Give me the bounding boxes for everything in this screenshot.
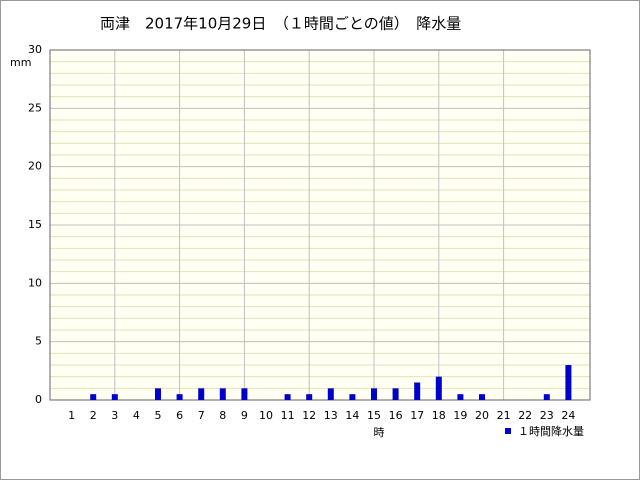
legend-label: １時間降水量	[518, 424, 584, 438]
bar	[327, 388, 334, 400]
y-tick-label: 10	[28, 276, 42, 289]
bar	[306, 394, 313, 400]
y-tick-label: 15	[28, 218, 42, 231]
bar	[241, 388, 248, 400]
y-tick-label: 5	[35, 335, 42, 348]
bar	[90, 394, 97, 400]
x-tick-label: 13	[324, 409, 338, 422]
x-tick-label: 16	[389, 409, 403, 422]
bar	[479, 394, 485, 400]
bar	[176, 394, 183, 400]
legend-marker	[505, 428, 511, 434]
x-tick-label: 14	[345, 409, 359, 422]
plot-border	[49, 49, 591, 401]
bar	[371, 388, 377, 400]
x-tick-label: 3	[111, 409, 118, 422]
bar	[543, 394, 550, 400]
x-tick-label: 20	[475, 409, 489, 422]
y-tick-label: 20	[28, 160, 42, 173]
x-axis-label: 時	[374, 426, 385, 439]
x-tick-label: 15	[367, 409, 381, 422]
bar	[457, 394, 464, 400]
bar	[284, 394, 291, 400]
bar	[414, 382, 421, 400]
bar	[435, 376, 442, 400]
bar	[111, 394, 118, 400]
bar	[219, 388, 226, 400]
x-tick-label: 4	[133, 409, 140, 422]
bar	[565, 365, 572, 400]
y-tick-label: 25	[28, 101, 42, 114]
bar	[349, 394, 356, 400]
x-tick-label: 9	[241, 409, 248, 422]
bar	[198, 388, 205, 400]
x-tick-label: 12	[302, 409, 316, 422]
bar	[392, 388, 399, 400]
x-tick-label: 2	[90, 409, 97, 422]
x-tick-label: 8	[219, 409, 226, 422]
x-tick-label: 23	[540, 409, 554, 422]
y-tick-label: 30	[28, 43, 42, 56]
y-tick-label: 0	[35, 393, 42, 406]
x-tick-label: 10	[259, 409, 273, 422]
x-tick-label: 18	[432, 409, 446, 422]
x-tick-label: 1	[68, 409, 75, 422]
x-tick-label: 6	[176, 409, 183, 422]
x-tick-label: 17	[410, 409, 424, 422]
y-axis-label: mm	[10, 56, 31, 69]
x-tick-label: 5	[155, 409, 162, 422]
x-tick-label: 7	[198, 409, 205, 422]
x-tick-label: 11	[281, 409, 295, 422]
bar	[155, 388, 161, 400]
x-tick-label: 22	[518, 409, 532, 422]
x-tick-label: 21	[497, 409, 511, 422]
x-tick-label: 24	[561, 409, 575, 422]
x-tick-label: 19	[453, 409, 467, 422]
chart-title: 両津 2017年10月29日 （１時間ごとの値） 降水量	[100, 15, 461, 33]
